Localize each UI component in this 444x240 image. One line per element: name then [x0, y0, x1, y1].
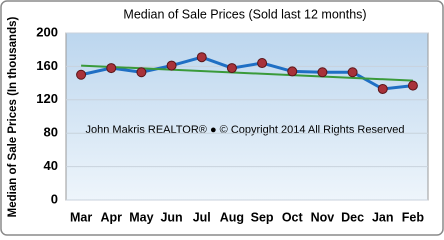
data-point — [257, 58, 268, 69]
data-point — [226, 63, 237, 74]
x-tick-label: Apr — [100, 210, 122, 224]
y-tick-label: 0 — [51, 191, 58, 206]
x-tick-label: Jan — [372, 210, 394, 224]
x-tick-label: Aug — [220, 210, 244, 224]
x-tick-label: Oct — [282, 210, 304, 224]
annotation: John Makris REALTOR® ● © Copyright 2014 … — [86, 124, 405, 136]
trend-line — [81, 64, 413, 82]
y-axis-label: Median of Sale Prices (In thousands) — [7, 17, 19, 218]
x-tick-label: Nov — [311, 210, 335, 224]
data-line — [80, 55, 414, 91]
data-point — [166, 60, 177, 71]
x-tick-label: Jun — [160, 210, 182, 224]
y-tick-label: 160 — [36, 58, 58, 73]
plot-area — [65, 32, 429, 201]
data-point — [287, 66, 298, 77]
y-tick-label: 40 — [44, 158, 58, 173]
x-tick-label: Mar — [70, 210, 92, 224]
data-point — [377, 83, 388, 94]
data-point — [136, 67, 147, 78]
data-point — [347, 67, 358, 78]
x-tick-label: Sep — [251, 210, 274, 224]
x-tick-label: Jul — [193, 210, 211, 224]
y-tick-label: 200 — [36, 24, 58, 39]
y-tick-label: 80 — [44, 125, 58, 140]
x-tick-label: May — [129, 210, 153, 224]
x-tick-label: Dec — [341, 210, 364, 224]
data-point — [407, 80, 418, 91]
y-tick-label: 120 — [36, 91, 58, 106]
chart-title: Median of Sale Prices (Sold last 12 mont… — [123, 7, 366, 21]
data-point — [106, 63, 117, 74]
data-point — [317, 67, 328, 78]
data-point — [76, 69, 87, 80]
x-tick-label: Feb — [402, 210, 425, 224]
data-point — [196, 52, 207, 63]
